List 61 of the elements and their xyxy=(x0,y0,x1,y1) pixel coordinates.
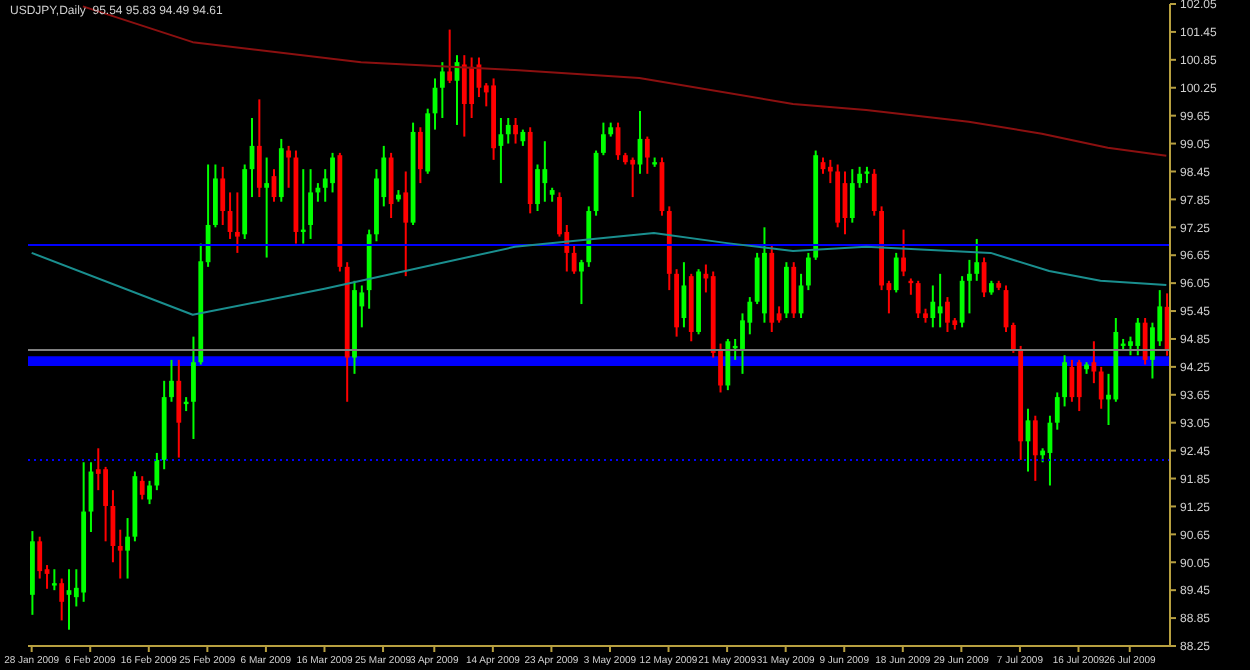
candlestick xyxy=(37,535,43,580)
candlestick xyxy=(1098,365,1104,410)
candlestick xyxy=(937,272,943,329)
candlestick xyxy=(51,568,57,592)
candlestick xyxy=(791,261,797,320)
candlestick xyxy=(1076,358,1082,413)
candlestick xyxy=(1135,317,1141,357)
candlestick xyxy=(908,277,914,296)
candlestick xyxy=(264,156,270,259)
candlestick xyxy=(176,358,182,459)
candlestick xyxy=(579,258,584,306)
candlestick xyxy=(1054,391,1060,431)
candlestick xyxy=(388,151,394,219)
candlestick xyxy=(915,279,921,320)
candlestick xyxy=(725,337,731,392)
candlestick xyxy=(1142,317,1148,366)
candlestick xyxy=(849,168,855,224)
candlestick xyxy=(191,335,196,440)
candlestick xyxy=(805,251,811,292)
candlestick xyxy=(535,163,540,213)
candlestick xyxy=(857,165,863,189)
candlestick xyxy=(601,121,606,157)
candlestick xyxy=(945,296,950,333)
candlestick xyxy=(513,116,518,145)
candlestick xyxy=(417,126,423,185)
candlestick xyxy=(256,98,262,199)
candlestick xyxy=(871,168,877,217)
candlestick xyxy=(784,261,789,320)
candlestick xyxy=(630,156,636,199)
candlestick xyxy=(286,144,292,189)
candlestick xyxy=(213,163,218,229)
candlestick xyxy=(974,237,980,282)
candlestick xyxy=(644,135,650,175)
candlestick xyxy=(300,168,306,245)
candlestick xyxy=(571,244,577,275)
candlestick xyxy=(893,251,899,294)
candlestick xyxy=(66,568,72,631)
candlestick xyxy=(542,140,548,203)
candlestick xyxy=(308,168,313,240)
candlestick xyxy=(403,170,409,278)
candlestick xyxy=(930,284,936,329)
candlestick xyxy=(1062,354,1067,408)
candlestick xyxy=(330,151,335,194)
candlestick xyxy=(967,258,972,315)
line-series xyxy=(30,231,1168,316)
candlestick xyxy=(139,475,145,501)
candlestick xyxy=(234,191,240,254)
candlestick xyxy=(461,54,467,138)
candlestick xyxy=(827,158,833,185)
candlestick xyxy=(469,56,475,119)
candlestick xyxy=(59,577,65,622)
candlestick xyxy=(754,251,760,306)
candlestick xyxy=(447,28,453,85)
candlestick xyxy=(1091,340,1097,385)
candlestick xyxy=(505,116,511,145)
candlestick xyxy=(1032,414,1038,482)
candlestick xyxy=(117,528,123,580)
candlestick xyxy=(103,465,109,543)
candlestick xyxy=(439,61,445,119)
candlestick xyxy=(220,165,226,226)
candlestick xyxy=(901,228,906,278)
